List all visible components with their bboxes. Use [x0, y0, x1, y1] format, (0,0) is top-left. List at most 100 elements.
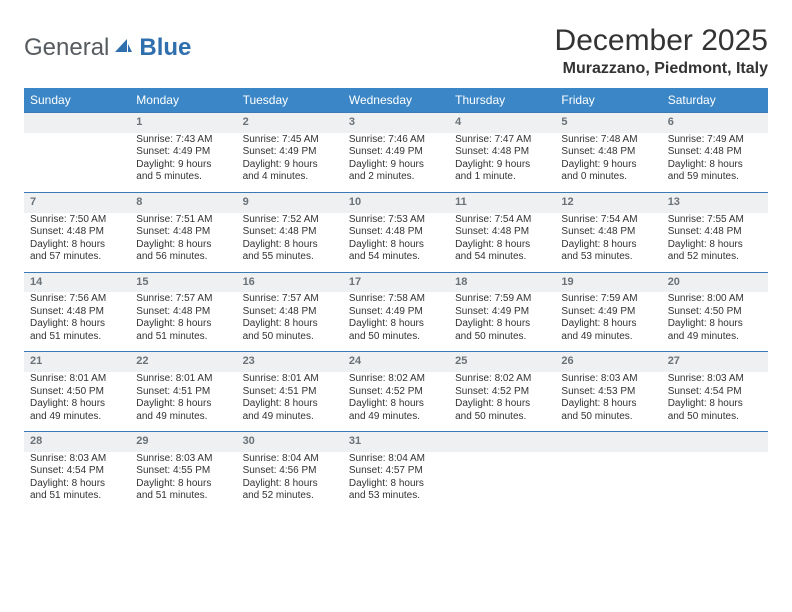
daylight-line1: Daylight: 8 hours	[668, 159, 762, 172]
day-info-cell: Sunrise: 7:50 AMSunset: 4:48 PMDaylight:…	[24, 213, 130, 273]
daylight-line2: and 49 minutes.	[349, 411, 443, 424]
day-info-cell: Sunrise: 7:57 AMSunset: 4:48 PMDaylight:…	[130, 292, 236, 352]
sunrise-text: Sunrise: 8:03 AM	[30, 453, 124, 466]
daylight-line1: Daylight: 9 hours	[349, 159, 443, 172]
day-number-cell: 14	[24, 272, 130, 292]
sunset-text: Sunset: 4:48 PM	[136, 226, 230, 239]
sunset-text: Sunset: 4:54 PM	[668, 386, 762, 399]
day-number: 6	[662, 113, 768, 133]
day-info-cell	[24, 133, 130, 193]
sunset-text: Sunset: 4:50 PM	[668, 306, 762, 319]
day-number-cell: 26	[555, 352, 661, 372]
day-info-cell: Sunrise: 8:01 AMSunset: 4:50 PMDaylight:…	[24, 372, 130, 432]
day-number: 13	[662, 193, 768, 213]
daynum-row: 78910111213	[24, 192, 768, 212]
sunrise-text: Sunrise: 7:43 AM	[136, 134, 230, 147]
daylight-line2: and 52 minutes.	[668, 251, 762, 264]
day-number: 23	[237, 352, 343, 372]
day-number: 19	[555, 273, 661, 293]
daylight-line1: Daylight: 8 hours	[243, 478, 337, 491]
daylight-line2: and 51 minutes.	[30, 331, 124, 344]
sunrise-text: Sunrise: 7:52 AM	[243, 214, 337, 227]
day-number-cell: 29	[130, 432, 236, 452]
day-number: 1	[130, 113, 236, 133]
daylight-line2: and 2 minutes.	[349, 171, 443, 184]
daylight-line2: and 50 minutes.	[561, 411, 655, 424]
day-number-cell: 2	[237, 113, 343, 133]
day-number-cell: 8	[130, 192, 236, 212]
brand-word-general: General	[24, 34, 109, 62]
sunset-text: Sunset: 4:53 PM	[561, 386, 655, 399]
sunset-text: Sunset: 4:48 PM	[668, 146, 762, 159]
day-info-cell: Sunrise: 8:04 AMSunset: 4:56 PMDaylight:…	[237, 452, 343, 511]
daylight-line2: and 49 minutes.	[243, 411, 337, 424]
sunrise-text: Sunrise: 7:54 AM	[561, 214, 655, 227]
sunrise-text: Sunrise: 7:49 AM	[668, 134, 762, 147]
day-number-cell: 11	[449, 192, 555, 212]
daylight-line1: Daylight: 8 hours	[136, 239, 230, 252]
daylight-line2: and 49 minutes.	[30, 411, 124, 424]
day-number-cell: 1	[130, 113, 236, 133]
day-number-cell: 6	[662, 113, 768, 133]
day-info-cell: Sunrise: 7:49 AMSunset: 4:48 PMDaylight:…	[662, 133, 768, 193]
sunset-text: Sunset: 4:48 PM	[561, 226, 655, 239]
day-info-cell: Sunrise: 8:03 AMSunset: 4:54 PMDaylight:…	[24, 452, 130, 511]
brand-logo: General Blue	[24, 24, 191, 62]
daylight-line1: Daylight: 8 hours	[668, 318, 762, 331]
weekday-header: Monday	[130, 88, 236, 113]
daylight-line1: Daylight: 9 hours	[455, 159, 549, 172]
sunrise-text: Sunrise: 8:04 AM	[349, 453, 443, 466]
day-number-cell: 24	[343, 352, 449, 372]
day-number	[555, 432, 661, 438]
day-number: 27	[662, 352, 768, 372]
sunset-text: Sunset: 4:48 PM	[30, 226, 124, 239]
day-number-cell: 16	[237, 272, 343, 292]
day-info-row: Sunrise: 7:56 AMSunset: 4:48 PMDaylight:…	[24, 292, 768, 352]
day-number-cell: 3	[343, 113, 449, 133]
day-number: 26	[555, 352, 661, 372]
calendar-table: Sunday Monday Tuesday Wednesday Thursday…	[24, 88, 768, 511]
daylight-line2: and 59 minutes.	[668, 171, 762, 184]
daylight-line2: and 50 minutes.	[455, 331, 549, 344]
sunrise-text: Sunrise: 7:51 AM	[136, 214, 230, 227]
day-info-cell: Sunrise: 7:59 AMSunset: 4:49 PMDaylight:…	[449, 292, 555, 352]
sunset-text: Sunset: 4:54 PM	[30, 465, 124, 478]
daylight-line2: and 50 minutes.	[668, 411, 762, 424]
day-info-cell: Sunrise: 8:00 AMSunset: 4:50 PMDaylight:…	[662, 292, 768, 352]
day-info-cell: Sunrise: 7:57 AMSunset: 4:48 PMDaylight:…	[237, 292, 343, 352]
sunrise-text: Sunrise: 7:53 AM	[349, 214, 443, 227]
day-number-cell: 31	[343, 432, 449, 452]
day-info-row: Sunrise: 8:03 AMSunset: 4:54 PM Daylight:…	[24, 452, 768, 511]
daylight-line2: and 54 minutes.	[349, 251, 443, 264]
daylight-line1: Daylight: 8 hours	[136, 398, 230, 411]
daylight-line1: Daylight: 8 hours	[349, 398, 443, 411]
daylight-line2: and 50 minutes.	[455, 411, 549, 424]
sunset-text: Sunset: 4:48 PM	[668, 226, 762, 239]
daylight-line1: Daylight: 8 hours	[455, 398, 549, 411]
day-number-cell	[662, 432, 768, 452]
day-number-cell: 12	[555, 192, 661, 212]
sunrise-text: Sunrise: 8:02 AM	[455, 373, 549, 386]
sunset-text: Sunset: 4:49 PM	[349, 306, 443, 319]
day-info-cell: Sunrise: 7:43 AMSunset: 4:49 PMDaylight:…	[130, 133, 236, 193]
day-info-cell: Sunrise: 7:53 AMSunset: 4:48 PMDaylight:…	[343, 213, 449, 273]
sunrise-text: Sunrise: 7:59 AM	[455, 293, 549, 306]
weekday-header: Friday	[555, 88, 661, 113]
day-number: 5	[555, 113, 661, 133]
daylight-line2: and 55 minutes.	[243, 251, 337, 264]
daylight-line2: and 5 minutes.	[136, 171, 230, 184]
daylight-line2: and 50 minutes.	[243, 331, 337, 344]
daylight-line1: Daylight: 8 hours	[30, 398, 124, 411]
daylight-line2: and 51 minutes.	[136, 331, 230, 344]
day-number-cell: 23	[237, 352, 343, 372]
sunset-text: Sunset: 4:48 PM	[349, 226, 443, 239]
day-number: 31	[343, 432, 449, 452]
daylight-line1: Daylight: 9 hours	[561, 159, 655, 172]
daylight-line1: Daylight: 8 hours	[30, 239, 124, 252]
daylight-line1: Daylight: 8 hours	[455, 239, 549, 252]
day-number-cell	[24, 113, 130, 133]
sunset-text: Sunset: 4:48 PM	[455, 146, 549, 159]
day-number-cell: 10	[343, 192, 449, 212]
daynum-row: 14151617181920	[24, 272, 768, 292]
sunset-text: Sunset: 4:48 PM	[561, 146, 655, 159]
